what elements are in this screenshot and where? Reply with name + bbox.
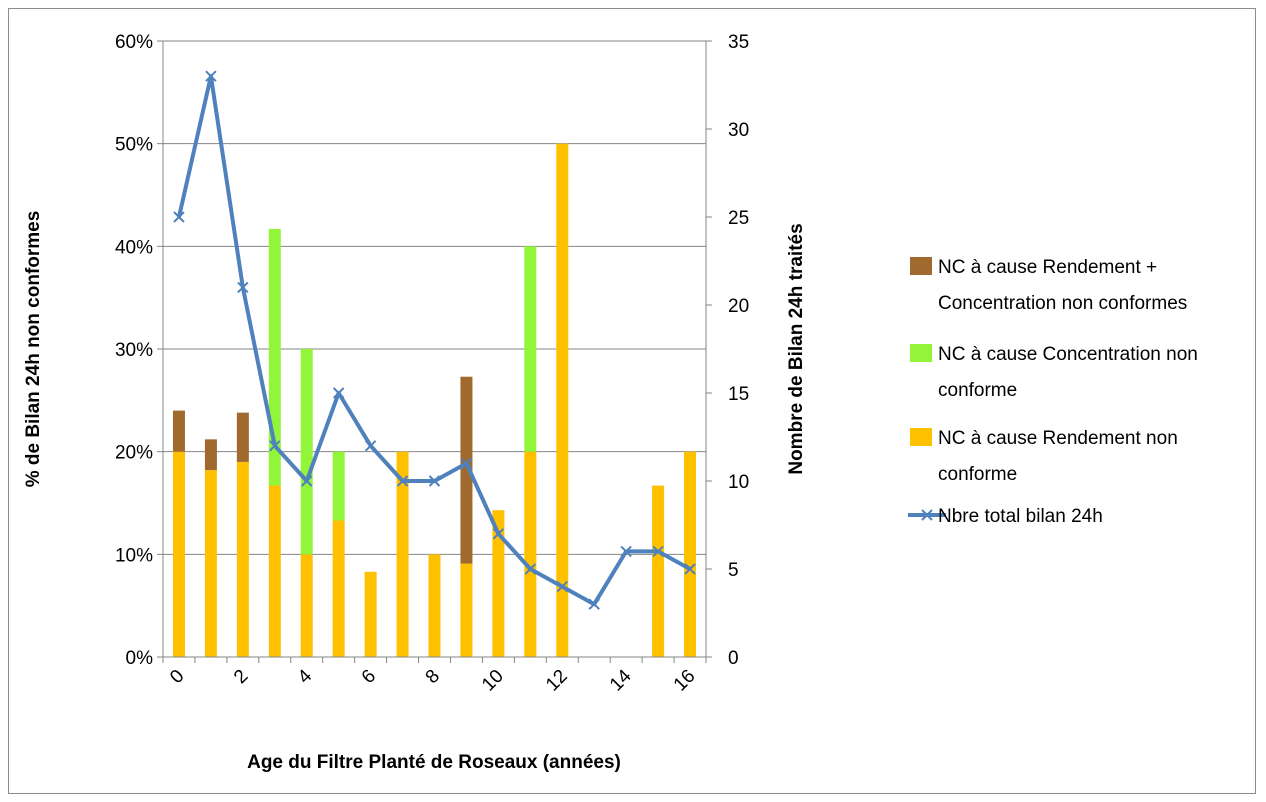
bar-series [172,143,697,657]
bar-rendement-10 [492,510,505,657]
legend-label: conforme [938,464,1017,485]
bar-concentration-11 [524,246,537,452]
legend-swatch [910,428,932,446]
bar-rendement-4 [300,554,313,657]
line-point-3 [269,440,281,452]
line-series [173,70,696,610]
bar-concentration-5 [332,451,345,521]
x-tick-label: 2 [230,666,252,688]
x-tick-label: 0 [166,666,188,688]
bar-rendement-9 [460,563,473,657]
line-point-13 [588,598,600,610]
chart-frame [8,8,1256,794]
y2-tick-label: 35 [728,32,749,53]
y2-tick-label: 15 [728,384,749,405]
line-point-7 [396,475,409,487]
legend-marker [921,509,933,521]
line-point-15 [652,545,664,558]
line-point-4 [301,475,313,487]
line-point-2 [237,281,249,294]
bar-rendement-concentration-2 [236,412,249,462]
line-point-6 [364,440,377,452]
legend-swatch [910,257,932,275]
bar-rendement-11 [524,451,537,657]
line-point-10 [492,528,505,540]
line-point-14 [620,545,632,558]
bar-rendement-12 [556,143,569,657]
bar-rendement-0 [172,451,185,657]
line-point-9 [460,457,473,470]
line-point-1 [205,70,217,82]
y2-tick-label: 10 [728,472,749,493]
y-tick-label: 40% [115,237,153,258]
legend-label: NC à cause Rendement + [938,257,1157,278]
legend: NC à cause Rendement + Concentration non … [908,257,1198,527]
line-point-8 [428,475,441,487]
x-tick-label: 4 [294,665,317,688]
bar-rendement-5 [332,520,345,657]
y2-tick-label: 25 [728,208,749,229]
x-tick-label: 14 [606,665,636,695]
y-tick-label: 50% [115,135,153,156]
x-tick-label: 16 [670,666,700,696]
bar-rendement-3 [268,485,281,657]
line-nbre-total [177,74,691,607]
y-tick-label: 0% [126,648,154,669]
y2-tick-label: 30 [728,120,749,141]
line-point-5 [332,387,345,399]
line-point-16 [684,563,696,575]
bar-rendement-16 [684,451,697,657]
line-point-12 [556,580,568,593]
x-axis-title: Age du Filtre Planté de Roseaux (années) [247,752,621,773]
bar-rendement-concentration-0 [172,410,185,452]
x-tick-label: 6 [358,666,380,688]
y2-tick-label: 20 [728,296,749,317]
y-axis-title: % de Bilan 24h non conformes [23,211,44,488]
bar-rendement-7 [396,451,409,657]
legend-label: conforme [938,380,1017,401]
line-point-11 [524,563,537,575]
line-point-0 [173,211,185,223]
x-tick-label: 10 [478,666,508,696]
y2-tick-label: 0 [728,648,739,669]
y-tick-label: 10% [115,545,153,566]
legend-label: NC à cause Concentration non [938,344,1198,365]
y-tick-label: 30% [115,340,153,361]
y-tick-label: 60% [115,32,153,53]
y2-tick-label: 5 [728,560,739,581]
legend-label: NC à cause Rendement non [938,428,1178,449]
bar-rendement-2 [236,461,249,657]
bar-rendement-6 [364,571,377,657]
bar-rendement-8 [428,554,441,657]
bar-rendement-1 [204,470,217,657]
bar-rendement-concentration-9 [460,376,473,564]
legend-label: Concentration non conformes [938,293,1187,314]
legend-label: Nbre total bilan 24h [938,506,1103,527]
bar-rendement-15 [652,485,665,657]
x-tick-label: 8 [422,666,444,688]
bar-rendement-concentration-1 [204,439,217,471]
x-tick-label: 12 [542,666,572,696]
bar-concentration-4 [300,349,313,555]
y-tick-label: 20% [115,443,153,464]
legend-swatch [910,344,932,362]
y2-axis-title: Nombre de Bilan 24h traités [786,223,807,474]
